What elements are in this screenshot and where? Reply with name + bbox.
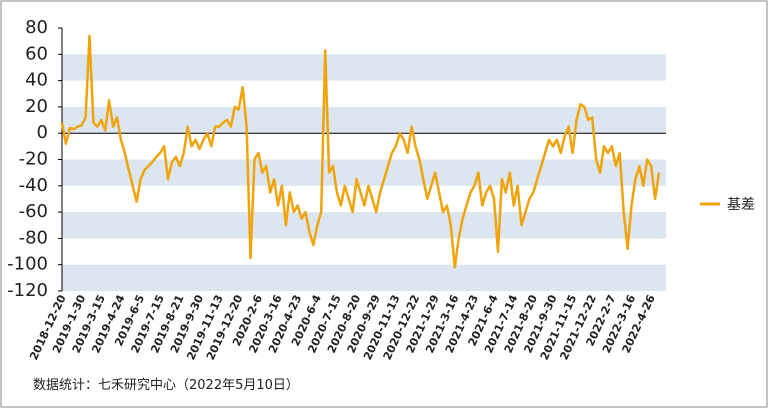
- y-tick-label: 40: [25, 70, 48, 91]
- legend-label: 基差: [727, 196, 755, 213]
- data-line: [60, 34, 661, 269]
- y-tick-label: -120: [7, 280, 48, 301]
- grid-band: [62, 159, 666, 186]
- y-tick-label: 20: [25, 96, 48, 117]
- y-tick-label: 0: [37, 122, 48, 143]
- y-tick-label: 60: [25, 43, 48, 64]
- grid-band: [62, 54, 666, 81]
- y-tick-label: -40: [19, 175, 48, 196]
- y-tick-label: -20: [19, 149, 48, 170]
- y-tick-label: 80: [25, 17, 48, 38]
- grid-band: [62, 212, 666, 239]
- y-tick-label: -60: [19, 201, 48, 222]
- grid-band: [62, 106, 666, 134]
- y-tick-label: -100: [7, 254, 48, 275]
- y-tick-label: -80: [19, 227, 48, 248]
- source-note: 数据统计：七禾研究中心（2022年5月10日）: [33, 378, 299, 393]
- grid-band: [62, 264, 666, 291]
